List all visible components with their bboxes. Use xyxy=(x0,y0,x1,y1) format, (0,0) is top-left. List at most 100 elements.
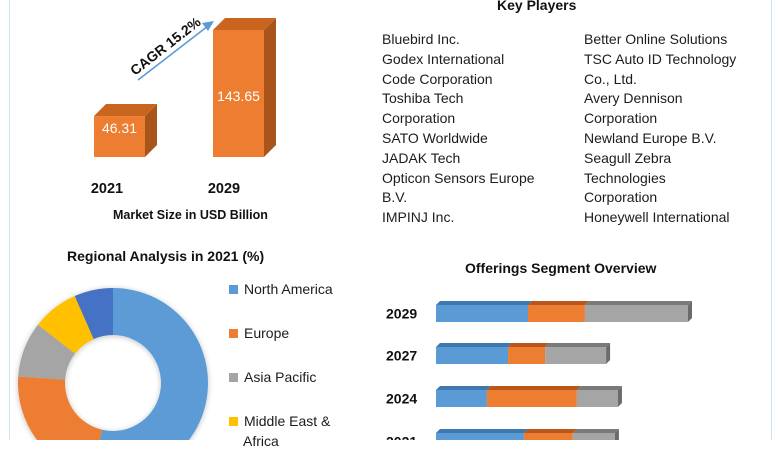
offerings-bar-end-2021 xyxy=(614,429,619,440)
key-player: IMPINJ Inc. xyxy=(382,209,455,226)
donut-slice-4 xyxy=(74,288,113,340)
market-size-chart: 46.31 143.65 CAGR 15.2% 2021 2029 xyxy=(91,13,276,197)
offerings-bar-2029-segment-2 xyxy=(584,305,688,322)
offerings-bar-top-2027-0 xyxy=(436,343,513,347)
regional-donut-chart xyxy=(18,288,208,440)
offerings-bar-2021-segment-0 xyxy=(436,433,524,440)
offerings-bar-top-2029-0 xyxy=(436,301,532,305)
legend-swatch-middle-east-africa xyxy=(229,416,238,426)
donut-slices-group xyxy=(18,288,208,440)
legend-item-africa-continuation: Africa xyxy=(243,433,279,449)
offerings-bar-2021-segment-1 xyxy=(523,433,573,440)
offerings-bar-2024-segment-0 xyxy=(436,390,487,407)
bar-2021 xyxy=(94,116,145,157)
key-player: JADAK Tech xyxy=(382,149,461,166)
key-player: TSC Auto ID Technology xyxy=(584,50,737,67)
bar-2029 xyxy=(213,30,264,157)
offerings-category-labels: 2029 2027 2024 2021 xyxy=(386,306,417,441)
legend-label: Europe xyxy=(244,325,290,341)
offerings-bar-top-2024-2 xyxy=(576,386,622,390)
offerings-label-2021: 2021 xyxy=(386,434,417,441)
legend-label: North America xyxy=(244,281,333,297)
legend-label: Africa xyxy=(243,433,279,449)
donut-slice-north-america xyxy=(99,288,208,440)
key-player: Technologies xyxy=(584,169,666,186)
x-tick-label-2021: 2021 xyxy=(91,181,123,197)
offerings-bar-top-2027-2 xyxy=(545,343,611,347)
market-size-axis-label: Market Size in USD Billion xyxy=(113,208,268,222)
key-player: SATO Worldwide xyxy=(382,129,488,146)
donut-slice-middle-east-africa xyxy=(37,296,94,354)
offerings-label-2027: 2027 xyxy=(386,348,417,364)
key-players-right-column: Better Online Solutions TSC Auto ID Tech… xyxy=(584,30,736,228)
offerings-bar-top-2024-0 xyxy=(436,386,491,390)
data-label-2029: 143.65 xyxy=(217,88,260,104)
key-player: Better Online Solutions xyxy=(584,31,728,47)
cagr-arrow-line xyxy=(137,25,209,81)
key-player: Corporation xyxy=(584,110,658,127)
legend-swatch-asia-pacific xyxy=(229,372,238,382)
key-player: Bluebird Inc. xyxy=(382,31,460,47)
offerings-bar-top-2021-0 xyxy=(436,429,528,433)
legend-item-north-america: North America xyxy=(229,281,333,297)
bar-side-face-2029 xyxy=(264,18,276,157)
key-player: Toshiba Tech xyxy=(382,90,464,107)
right-border-line xyxy=(771,0,772,440)
cagr-arrow xyxy=(137,21,214,81)
key-player: Newland Europe B.V. xyxy=(584,129,717,146)
legend-item-asia-pacific: Asia Pacific xyxy=(229,369,316,385)
left-border-line xyxy=(9,0,10,440)
offerings-bar-top-2027-1 xyxy=(508,343,550,347)
offerings-bar-2027-segment-0 xyxy=(436,347,509,364)
data-label-2021: 46.31 xyxy=(102,120,137,136)
offerings-bar-top-2029-2 xyxy=(584,301,692,305)
offerings-bar-2029-segment-0 xyxy=(436,305,528,322)
offerings-bar-top-2029-1 xyxy=(527,301,589,305)
offerings-bar-2021-segment-2 xyxy=(572,433,615,440)
offerings-bar-2027-segment-2 xyxy=(545,347,607,364)
key-players-left-column: Bluebird Inc. Godex International Code C… xyxy=(382,30,535,228)
offerings-bar-end-2027 xyxy=(606,343,611,364)
key-player: B.V. xyxy=(382,189,408,206)
key-player: Seagull Zebra xyxy=(584,149,672,166)
legend-label: Asia Pacific xyxy=(244,369,317,385)
x-tick-label-2029: 2029 xyxy=(208,181,240,197)
key-player: Corporation xyxy=(382,110,456,127)
offerings-segment-chart: 2029 2027 2024 2021 xyxy=(386,301,692,441)
market-bars-group: 46.31 143.65 xyxy=(94,18,276,157)
key-player: Opticon Sensors Europe xyxy=(382,169,535,186)
legend-swatch-europe xyxy=(229,328,238,338)
regional-analysis-title: Regional Analysis in 2021 (%) xyxy=(67,248,265,264)
key-player: Code Corporation xyxy=(382,70,493,87)
key-player: Honeywell International xyxy=(584,209,730,226)
donut-slice-europe xyxy=(18,376,103,440)
cagr-arrow-head xyxy=(202,21,214,31)
key-players-title: Key Players xyxy=(497,0,577,13)
offerings-bar-top-2021-1 xyxy=(523,429,577,433)
donut-slice-asia-pacific xyxy=(18,324,76,380)
offerings-bar-2024-segment-2 xyxy=(576,390,618,407)
offerings-bar-2029-segment-1 xyxy=(527,305,585,322)
offerings-label-2024: 2024 xyxy=(386,391,417,407)
offerings-label-2029: 2029 xyxy=(386,306,417,322)
key-player: Co., Ltd. xyxy=(584,70,637,87)
legend-label: Middle East & xyxy=(244,413,331,429)
bar-top-face-2021 xyxy=(94,104,157,117)
offerings-bar-2024-segment-1 xyxy=(486,390,577,407)
bar-top-face-2029 xyxy=(213,18,276,30)
key-player: Avery Dennison xyxy=(584,90,683,107)
key-player: Corporation xyxy=(584,189,658,206)
offerings-bar-end-2029 xyxy=(688,301,692,322)
bar-side-face-2021 xyxy=(145,104,157,157)
legend-swatch-north-america xyxy=(229,284,238,294)
offerings-bars-group xyxy=(436,301,692,440)
key-player: Godex International xyxy=(382,50,505,67)
offerings-bar-2027-segment-1 xyxy=(508,347,546,364)
offerings-bar-top-2024-1 xyxy=(486,386,581,390)
offerings-bar-top-2021-2 xyxy=(572,429,619,433)
legend-item-europe: Europe xyxy=(229,325,289,341)
legend-item-middle-east-africa: Middle East & xyxy=(229,413,330,429)
offerings-bar-end-2024 xyxy=(617,386,622,407)
cagr-annotation: CAGR 15.2% xyxy=(127,13,204,78)
offerings-segment-title: Offerings Segment Overview xyxy=(465,260,657,276)
